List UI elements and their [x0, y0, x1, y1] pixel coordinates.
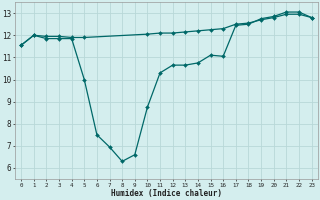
- X-axis label: Humidex (Indice chaleur): Humidex (Indice chaleur): [111, 189, 222, 198]
